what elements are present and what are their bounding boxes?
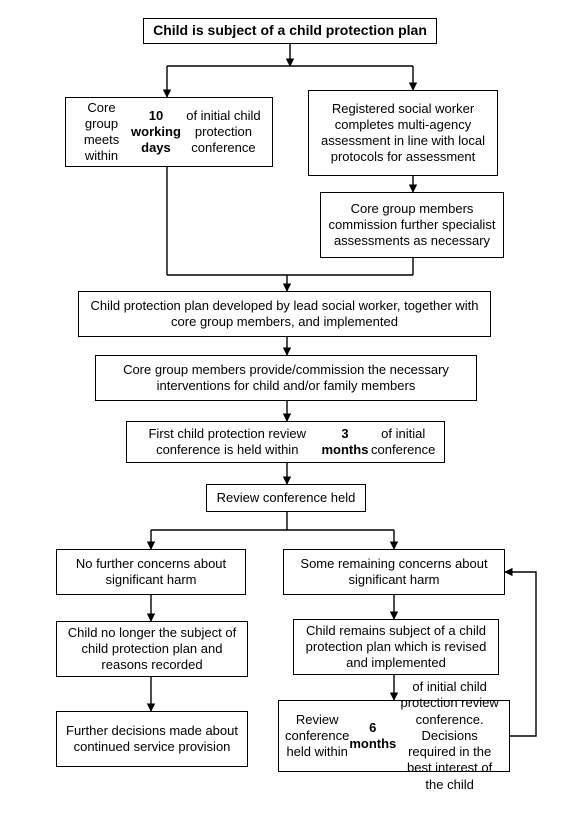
node-special: Core group members commission further sp… — [320, 192, 504, 258]
node-nofurt: No further concerns about significant ha… — [56, 549, 246, 595]
node-furdec: Further decisions made about continued s… — [56, 711, 248, 767]
node-review6: Review conference held within 6 months o… — [278, 700, 510, 772]
node-assess: Registered social worker completes multi… — [308, 90, 498, 176]
node-plan: Child protection plan developed by lead … — [78, 291, 491, 337]
node-somerm: Some remaining concerns about significan… — [283, 549, 505, 595]
node-title: Child is subject of a child protection p… — [143, 18, 437, 44]
flowchart-canvas: Child is subject of a child protection p… — [0, 0, 561, 828]
node-interv: Core group members provide/commission th… — [95, 355, 477, 401]
node-coregrp: Core group meets within 10 working days … — [65, 97, 273, 167]
node-first: First child protection review conference… — [126, 421, 445, 463]
node-nolong: Child no longer the subject of child pro… — [56, 621, 248, 677]
node-remain: Child remains subject of a child protect… — [293, 619, 499, 675]
node-review: Review conference held — [206, 484, 366, 512]
